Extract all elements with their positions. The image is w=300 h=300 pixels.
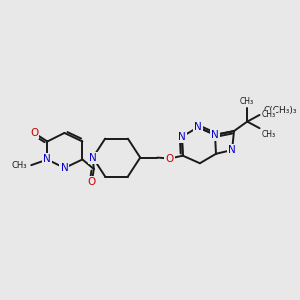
- Text: N: N: [89, 153, 97, 163]
- Text: CH₃: CH₃: [12, 161, 28, 170]
- Text: N: N: [178, 132, 186, 142]
- Text: CH₃: CH₃: [239, 98, 254, 106]
- Text: N: N: [211, 130, 219, 140]
- Text: O: O: [30, 128, 38, 138]
- Text: N: N: [61, 163, 68, 173]
- Text: N: N: [228, 145, 236, 155]
- Text: N: N: [194, 122, 202, 132]
- Text: CH₃: CH₃: [262, 110, 276, 119]
- Text: N: N: [44, 154, 51, 164]
- Text: O: O: [165, 154, 174, 164]
- Text: O: O: [88, 177, 96, 187]
- Text: C(CH₃)₃: C(CH₃)₃: [263, 106, 297, 115]
- Text: CH₃: CH₃: [262, 130, 276, 139]
